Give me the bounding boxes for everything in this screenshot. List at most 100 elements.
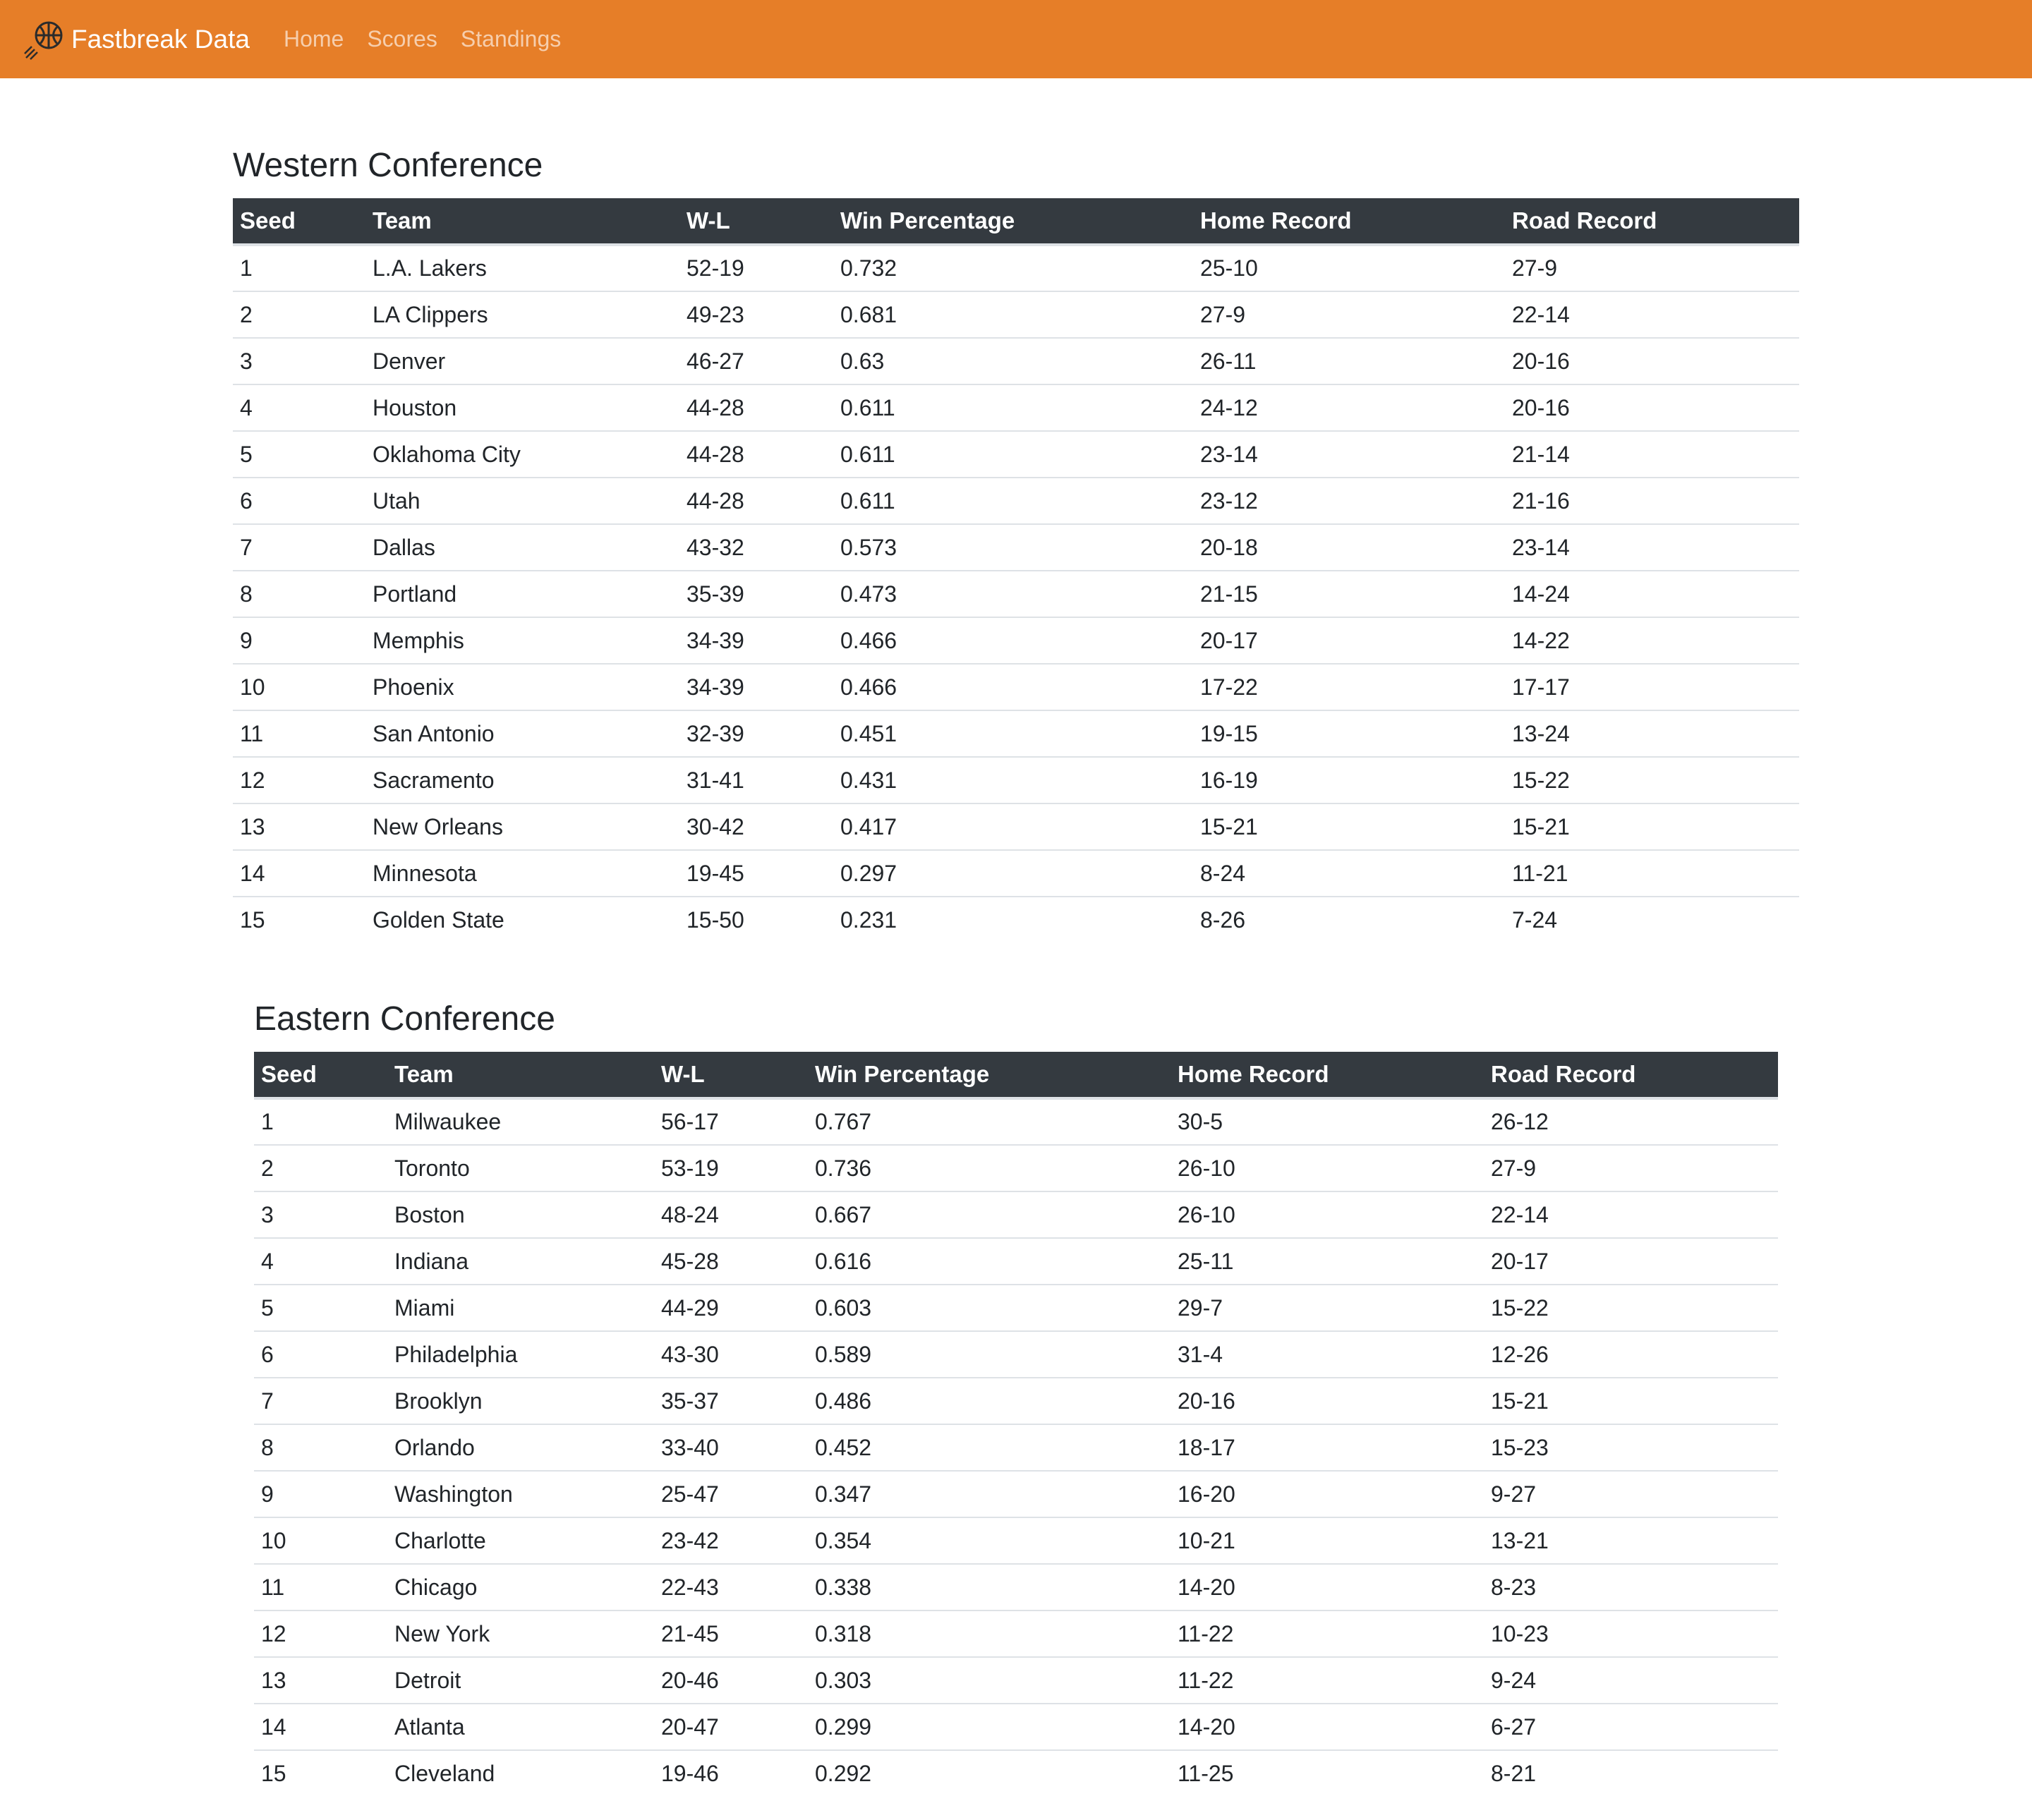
team-cell: Detroit [394, 1667, 461, 1693]
seed-cell: 15 [240, 907, 265, 933]
table-row: 7 Dallas 43-32 0.573 20-18 23-14 [233, 524, 1799, 571]
column-header-seed: Seed [254, 1052, 387, 1100]
win-percentage-cell: 0.451 [840, 720, 897, 746]
team-cell: LA Clippers [373, 301, 488, 327]
seed-cell: 3 [261, 1201, 274, 1227]
brand-name: Fastbreak Data [71, 24, 250, 54]
road-record-cell: 17-17 [1512, 674, 1570, 700]
wl-cell: 15-50 [687, 907, 744, 933]
home-record-cell: 25-11 [1178, 1248, 1234, 1274]
win-percentage-cell: 0.589 [815, 1341, 872, 1367]
navbar: Fastbreak Data Home Scores Standings [0, 0, 2032, 78]
team-cell: Utah [373, 487, 421, 514]
table-row: 13 New Orleans 30-42 0.417 15-21 15-21 [233, 803, 1799, 850]
team-cell: New Orleans [373, 813, 503, 839]
home-record-cell: 16-20 [1178, 1481, 1235, 1507]
win-percentage-cell: 0.466 [840, 674, 897, 700]
road-record-cell: 8-21 [1491, 1761, 1537, 1786]
win-percentage-cell: 0.473 [840, 581, 897, 607]
wl-cell: 34-39 [687, 627, 744, 653]
win-percentage-cell: 0.466 [840, 627, 897, 653]
road-record-cell: 9-24 [1491, 1667, 1537, 1693]
wl-cell: 52-19 [687, 255, 744, 281]
table-row: 6 Philadelphia 43-30 0.589 31-4 12-26 [254, 1331, 1778, 1378]
road-record-cell: 6-27 [1491, 1713, 1537, 1740]
column-header-road-record: Road Record [1505, 198, 1799, 246]
road-record-cell: 21-14 [1512, 441, 1570, 467]
team-cell: Oklahoma City [373, 441, 521, 467]
seed-cell: 3 [240, 348, 253, 374]
nav-link-scores[interactable]: Scores [367, 26, 437, 51]
eastern-conference-title: Eastern Conference [254, 1000, 555, 1038]
seed-cell: 1 [261, 1109, 274, 1134]
table-header-row: Seed Team W-L Win Percentage Home Record… [254, 1052, 1778, 1100]
wl-cell: 19-45 [687, 860, 744, 886]
home-record-cell: 24-12 [1200, 394, 1258, 420]
road-record-cell: 15-22 [1491, 1294, 1549, 1321]
nav-link-home[interactable]: Home [283, 26, 344, 51]
road-record-cell: 14-22 [1512, 627, 1570, 653]
team-cell: Memphis [373, 627, 464, 653]
team-cell: Toronto [394, 1155, 470, 1181]
wl-cell: 44-29 [661, 1294, 719, 1321]
road-record-cell: 26-12 [1491, 1109, 1549, 1134]
road-record-cell: 15-22 [1512, 767, 1570, 793]
team-cell: Minnesota [373, 860, 477, 886]
team-cell: Boston [394, 1201, 465, 1227]
team-cell: Houston [373, 394, 457, 420]
table-row: 4 Houston 44-28 0.611 24-12 20-16 [233, 384, 1799, 431]
team-cell: Dallas [373, 534, 435, 560]
seed-cell: 12 [261, 1620, 286, 1646]
wl-cell: 48-24 [661, 1201, 719, 1227]
win-percentage-cell: 0.231 [840, 907, 897, 933]
road-record-cell: 13-21 [1491, 1527, 1549, 1553]
win-percentage-cell: 0.299 [815, 1713, 872, 1740]
road-record-cell: 15-21 [1512, 813, 1570, 839]
table-row: 11 San Antonio 32-39 0.451 19-15 13-24 [233, 710, 1799, 757]
team-cell: Brooklyn [394, 1388, 483, 1414]
team-cell: Sacramento [373, 767, 495, 793]
table-row: 3 Denver 46-27 0.63 26-11 20-16 [233, 338, 1799, 384]
win-percentage-cell: 0.354 [815, 1527, 872, 1553]
road-record-cell: 27-9 [1512, 255, 1558, 281]
seed-cell: 14 [261, 1713, 286, 1740]
brand-link[interactable]: Fastbreak Data [23, 18, 250, 61]
column-header-team: Team [387, 1052, 654, 1100]
home-record-cell: 14-20 [1178, 1713, 1235, 1740]
table-row: 8 Orlando 33-40 0.452 18-17 15-23 [254, 1424, 1778, 1471]
team-cell: Orlando [394, 1434, 475, 1460]
road-record-cell: 15-21 [1491, 1388, 1549, 1414]
table-row: 6 Utah 44-28 0.611 23-12 21-16 [233, 478, 1799, 524]
wl-cell: 33-40 [661, 1434, 719, 1460]
seed-cell: 13 [261, 1667, 286, 1693]
seed-cell: 12 [240, 767, 265, 793]
home-record-cell: 18-17 [1178, 1434, 1235, 1460]
table-row: 5 Oklahoma City 44-28 0.611 23-14 21-14 [233, 431, 1799, 478]
wl-cell: 45-28 [661, 1248, 719, 1274]
table-row: 12 Sacramento 31-41 0.431 16-19 15-22 [233, 757, 1799, 803]
home-record-cell: 11-22 [1178, 1667, 1234, 1693]
win-percentage-cell: 0.63 [840, 348, 885, 374]
win-percentage-cell: 0.736 [815, 1155, 872, 1181]
table-row: 8 Portland 35-39 0.473 21-15 14-24 [233, 571, 1799, 617]
wl-cell: 32-39 [687, 720, 744, 746]
road-record-cell: 8-23 [1491, 1574, 1537, 1600]
table-row: 14 Minnesota 19-45 0.297 8-24 11-21 [233, 850, 1799, 897]
win-percentage-cell: 0.347 [815, 1481, 872, 1507]
column-header-wl: W-L [679, 198, 833, 246]
nav-link-standings[interactable]: Standings [460, 26, 562, 51]
win-percentage-cell: 0.611 [840, 394, 895, 420]
team-cell: Charlotte [394, 1527, 486, 1553]
wl-cell: 35-39 [687, 581, 744, 607]
home-record-cell: 31-4 [1178, 1341, 1223, 1367]
wl-cell: 44-28 [687, 441, 744, 467]
seed-cell: 5 [240, 441, 253, 467]
western-table-body: 1 L.A. Lakers 52-19 0.732 25-10 27-9 2 LA Clipp… [233, 245, 1799, 943]
eastern-standings-table: Seed Team W-L Win Percentage Home Record… [254, 1052, 1778, 1797]
team-cell: Cleveland [394, 1761, 495, 1786]
wl-cell: 20-46 [661, 1667, 719, 1693]
seed-cell: 6 [240, 487, 253, 514]
team-cell: Denver [373, 348, 446, 374]
seed-cell: 14 [240, 860, 265, 886]
team-cell: Portland [373, 581, 457, 607]
